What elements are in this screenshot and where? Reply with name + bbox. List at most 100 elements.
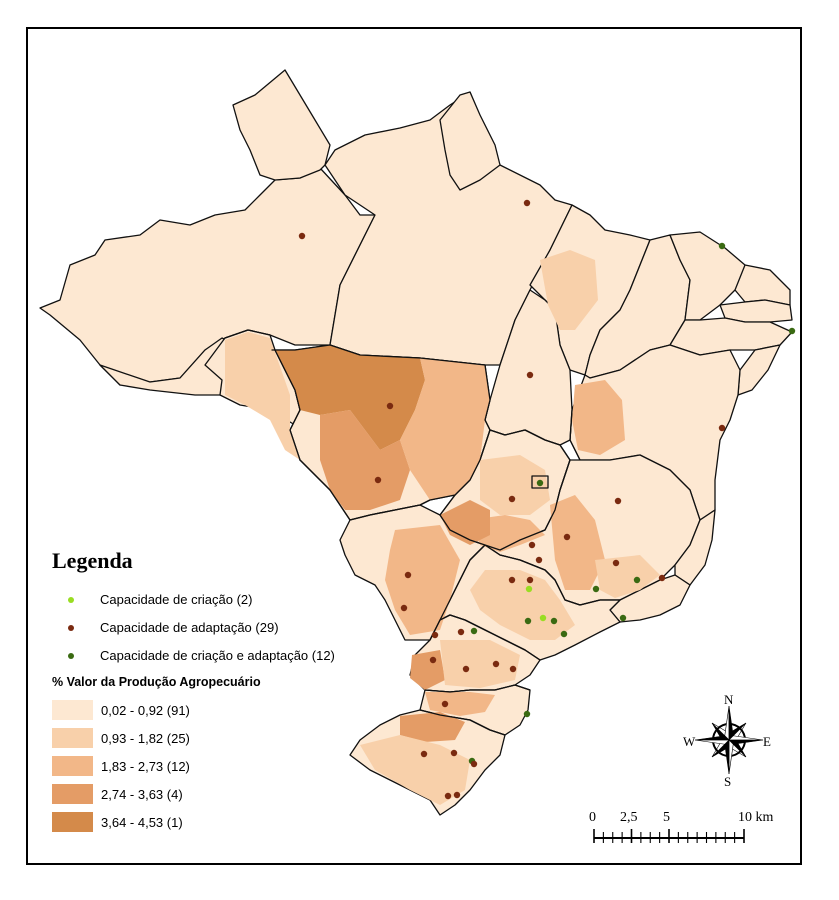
- compass-point: [724, 739, 730, 775]
- map-point-marker: [526, 576, 534, 584]
- legend-point-adaptacao: Capacidade de adaptação (29): [68, 620, 279, 635]
- class-label: 3,64 - 4,53 (1): [101, 814, 183, 830]
- map-point-marker: [563, 533, 571, 541]
- legend-title: Legenda: [52, 548, 133, 573]
- legend-point-criacao-adaptacao: Capacidade de criação e adaptação (12): [68, 648, 335, 663]
- compass-east-label: E: [763, 734, 771, 749]
- map-point-marker: [788, 327, 796, 335]
- class-label: 2,74 - 3,63 (4): [101, 786, 183, 802]
- shade-pr-east: [440, 640, 520, 688]
- legend-class-5: 3,64 - 4,53 (1): [52, 812, 183, 832]
- class-swatch: [52, 756, 93, 776]
- map-point-marker: [619, 614, 627, 622]
- legend-point-criacao: Capacidade de criação (2): [68, 592, 252, 607]
- scale-label-10km: 10 km: [738, 810, 774, 825]
- compass-west-label: W: [683, 734, 696, 749]
- compass-point: [728, 739, 734, 775]
- map-point-marker: [524, 617, 532, 625]
- map-point-marker: [404, 571, 412, 579]
- class-swatch: [52, 728, 93, 748]
- region-roraima: [232, 69, 331, 181]
- map-point-marker: [453, 791, 461, 799]
- map-point-marker: [614, 497, 622, 505]
- map-point-marker: [536, 479, 544, 487]
- shade-rs-west: [360, 735, 470, 805]
- scale-label-2-5: 2,5: [620, 810, 638, 825]
- scale-bar: [593, 829, 745, 843]
- map-point-marker: [508, 495, 516, 503]
- shade-ma: [540, 250, 598, 330]
- map-point-marker: [658, 574, 666, 582]
- map-point-marker: [508, 576, 516, 584]
- map-point-marker: [535, 556, 543, 564]
- region-amapa: [439, 91, 501, 191]
- map-point-marker: [523, 199, 531, 207]
- map-point-marker: [592, 585, 600, 593]
- compass-south-label: S: [724, 774, 732, 789]
- classes-title: % Valor da Produção Agropecuário: [52, 675, 261, 689]
- shade-go-mid: [480, 455, 550, 515]
- legend-class-2: 0,93 - 1,82 (25): [52, 728, 190, 748]
- shade-pr-west: [410, 650, 445, 690]
- shade-mg-south: [595, 555, 660, 598]
- map-point-marker: [718, 242, 726, 250]
- map-point-marker: [560, 630, 568, 638]
- shade-ba-west: [572, 380, 625, 455]
- scale-label-5: 5: [663, 810, 670, 825]
- dot-icon: [68, 596, 74, 603]
- shade-ro: [225, 332, 300, 460]
- map-point-marker: [374, 476, 382, 484]
- compass-rose: [694, 705, 764, 775]
- shade-mg-west: [550, 495, 605, 590]
- shade-sc: [425, 692, 495, 716]
- class-swatch: [52, 700, 93, 720]
- dot-icon: [68, 652, 74, 659]
- map-point-marker: [450, 749, 458, 757]
- compass-point: [724, 705, 730, 741]
- map-point-marker: [298, 232, 306, 240]
- shade-sp: [470, 570, 575, 640]
- compass-north-label: N: [724, 692, 734, 707]
- map-point-marker: [525, 585, 533, 593]
- shade-mt-mid: [320, 410, 410, 510]
- dot-icon: [68, 624, 74, 631]
- legend-point-label: Capacidade de criação (2): [100, 592, 253, 607]
- class-swatch: [52, 812, 93, 832]
- map-point-marker: [431, 631, 439, 639]
- map-point-marker: [386, 402, 394, 410]
- region-es: [674, 509, 716, 586]
- map-point-marker: [612, 559, 620, 567]
- compass-point: [728, 705, 734, 741]
- class-label: 1,83 - 2,73 (12): [101, 758, 190, 774]
- map-point-marker: [420, 750, 428, 758]
- region-rn: [734, 264, 791, 306]
- map-point-marker: [509, 665, 517, 673]
- shade-mt-east: [400, 358, 490, 500]
- map-point-marker: [400, 604, 408, 612]
- map-point-marker: [526, 371, 534, 379]
- legend-class-3: 1,83 - 2,73 (12): [52, 756, 190, 776]
- region-alagoas: [737, 344, 781, 396]
- map-point-marker: [492, 660, 500, 668]
- federal-district: [531, 475, 549, 489]
- legend-point-label: Capacidade de adaptação (29): [100, 620, 279, 635]
- compass-point: [694, 735, 730, 741]
- shade-rs-north: [400, 712, 465, 742]
- legend-point-label: Capacidade de criação e adaptação (12): [100, 648, 335, 663]
- map-point-marker: [429, 656, 437, 664]
- legend-class-4: 2,74 - 3,63 (4): [52, 784, 183, 804]
- map-point-marker: [528, 541, 536, 549]
- map-point-marker: [633, 576, 641, 584]
- map-point-marker: [444, 792, 452, 800]
- map-point-marker: [470, 627, 478, 635]
- map-point-marker: [457, 628, 465, 636]
- shade-go-sw: [440, 500, 490, 545]
- map-point-marker: [718, 424, 726, 432]
- shade-mt-high: [275, 345, 425, 450]
- map-point-marker: [462, 665, 470, 673]
- scale-label-0: 0: [589, 810, 596, 825]
- legend-class-1: 0,02 - 0,92 (91): [52, 700, 190, 720]
- class-label: 0,93 - 1,82 (25): [101, 730, 190, 746]
- map-point-marker: [523, 710, 531, 718]
